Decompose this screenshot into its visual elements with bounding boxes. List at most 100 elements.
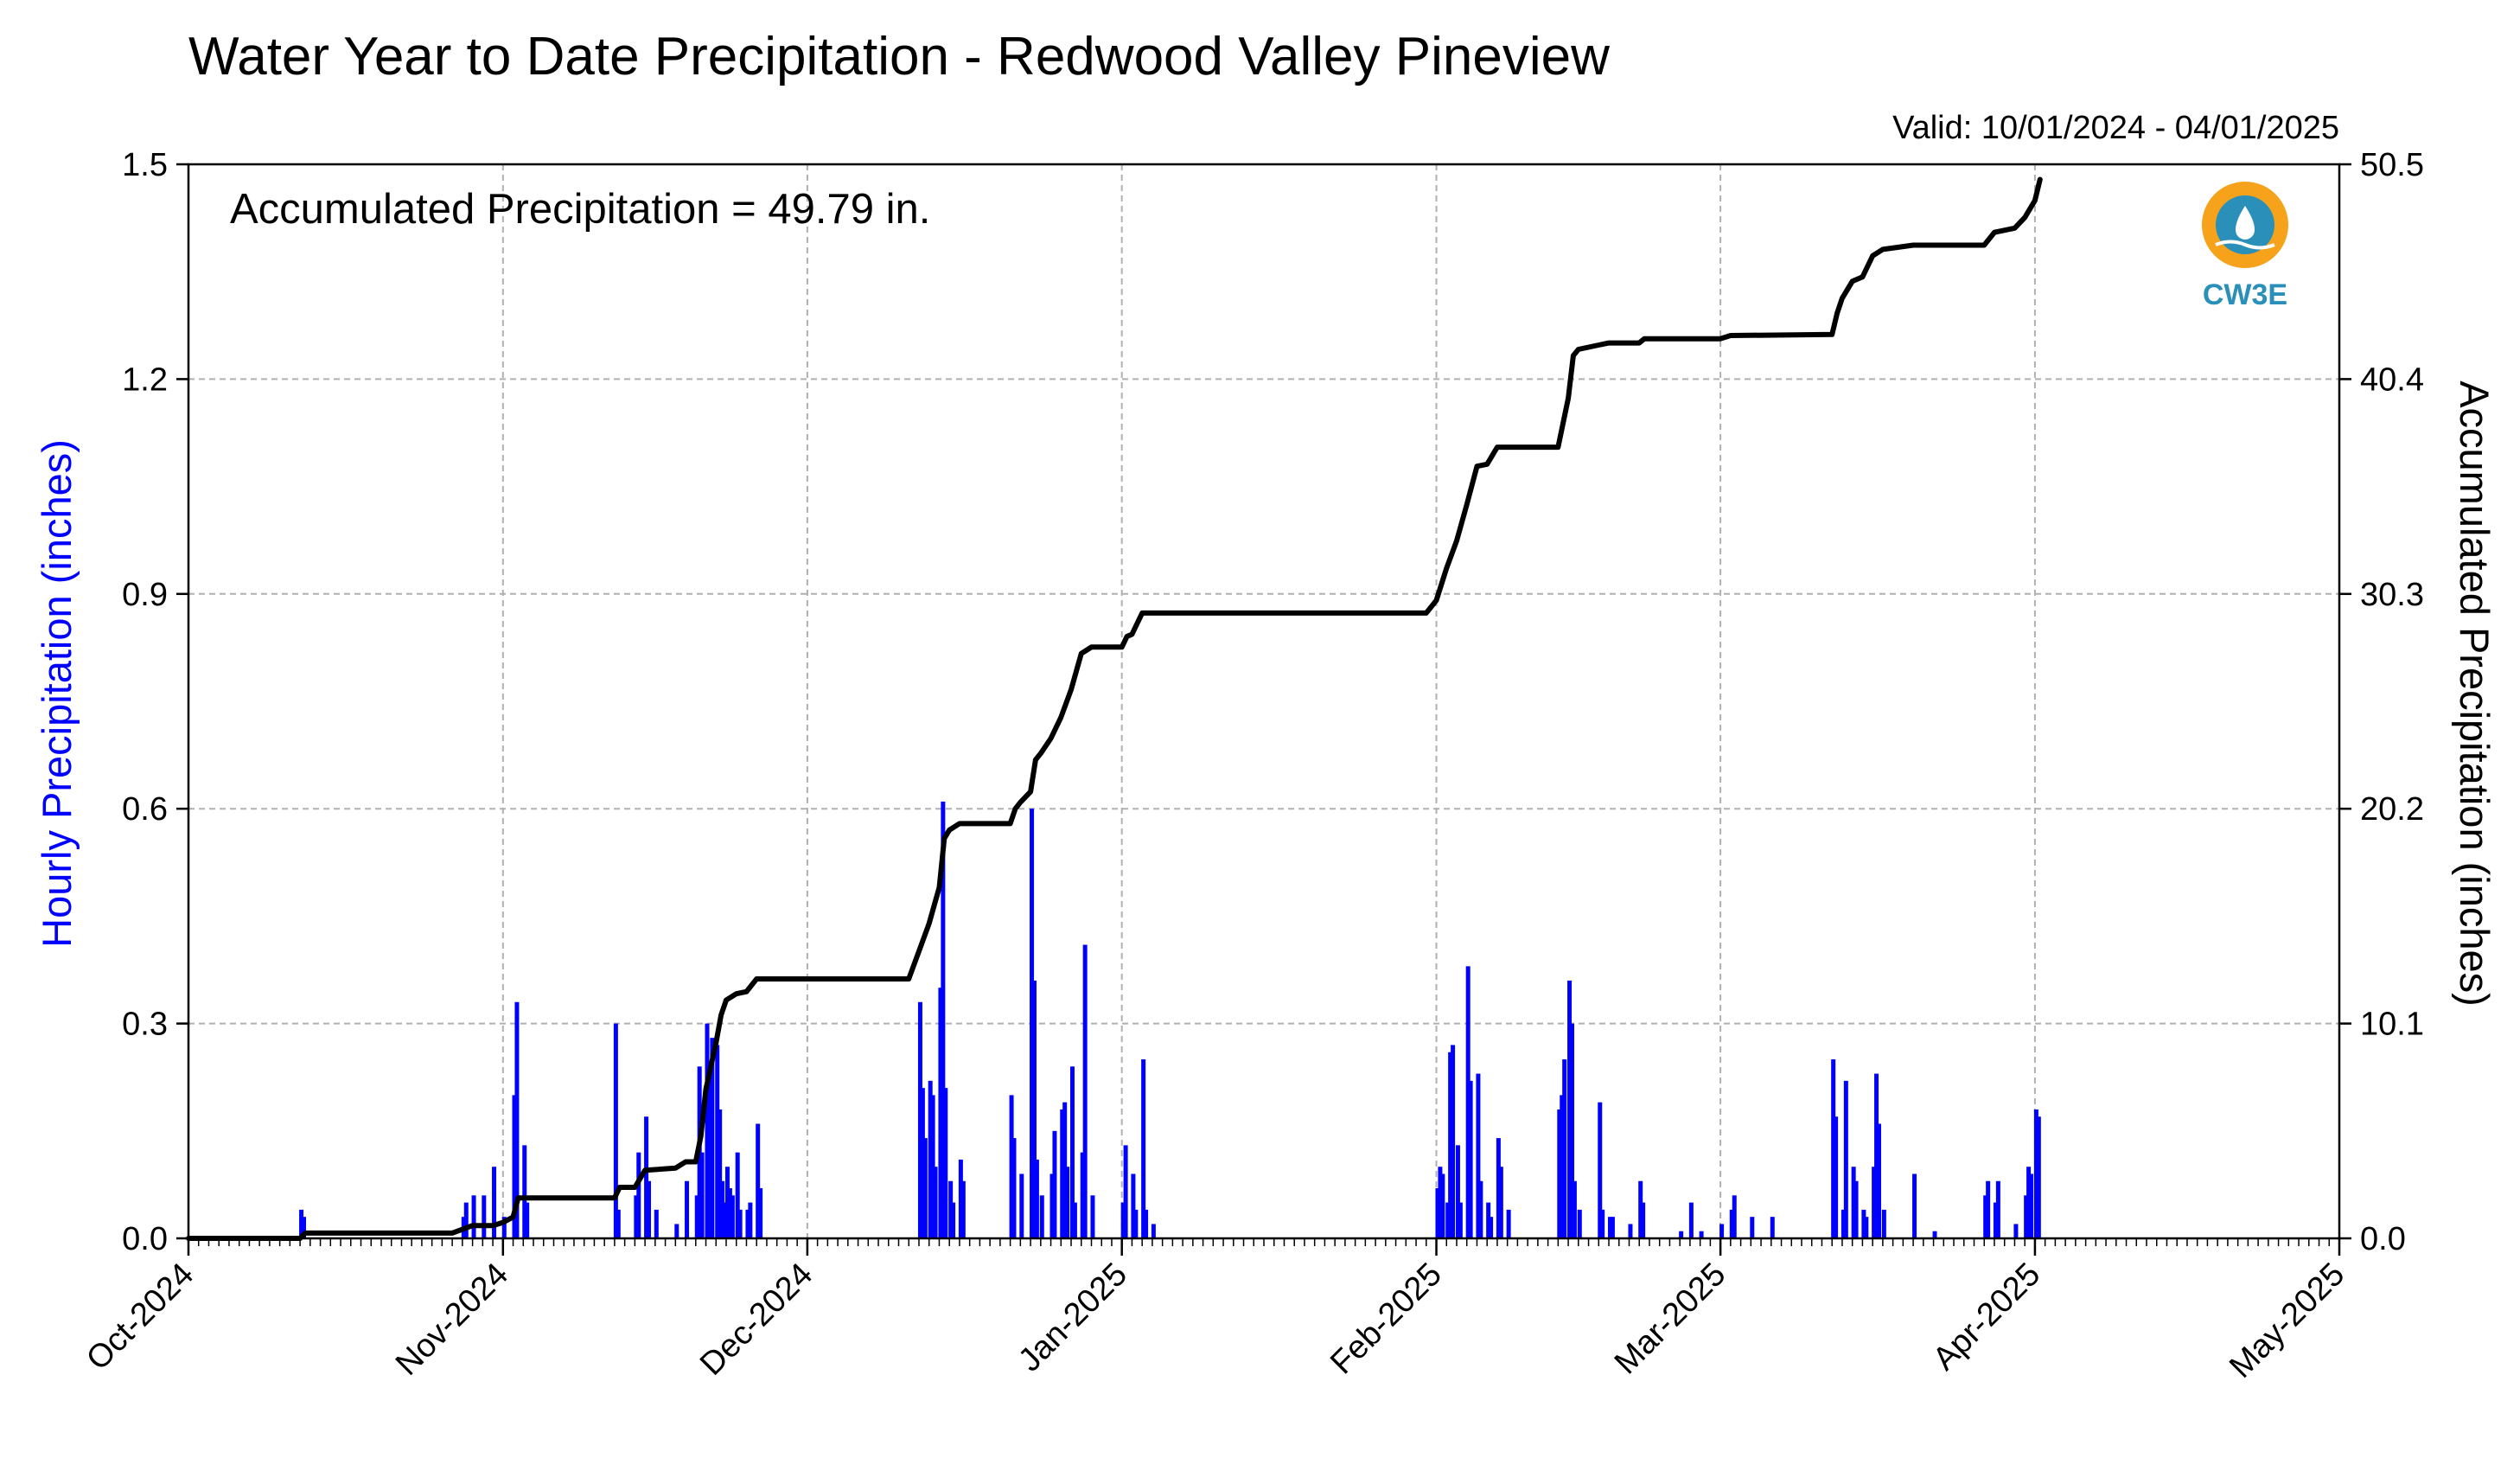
hourly-precip-bar xyxy=(758,1188,763,1238)
hourly-precip-bar xyxy=(933,1167,938,1238)
hourly-precip-bar xyxy=(1572,1180,1577,1238)
hourly-precip-bar xyxy=(1069,1066,1075,1238)
hourly-precip-bar xyxy=(522,1145,527,1238)
hourly-precip-bar xyxy=(1465,966,1471,1238)
hourly-precip-bar xyxy=(705,1023,710,1238)
y-left-tick-label: 1.2 xyxy=(122,361,168,398)
hourly-precip-bar xyxy=(1151,1224,1156,1238)
hourly-precip-bar xyxy=(1861,1209,1866,1238)
hourly-precip-bar xyxy=(525,1202,530,1238)
hourly-precip-bar xyxy=(2024,1195,2029,1238)
hourly-precip-bar xyxy=(1496,1138,1501,1238)
hourly-precip-bar xyxy=(1123,1145,1128,1238)
hourly-precip-bar xyxy=(710,1038,715,1238)
hourly-precip-bar xyxy=(1912,1173,1917,1238)
hourly-precip-bar xyxy=(951,1202,956,1238)
hourly-precip-bar xyxy=(938,988,943,1238)
hourly-precip-bar xyxy=(745,1209,750,1238)
hourly-precip-bar xyxy=(1567,980,1573,1238)
y-right-tick-label: 0.0 xyxy=(2360,1221,2406,1257)
hourly-precip-bar xyxy=(715,1045,720,1238)
hourly-precip-bar xyxy=(471,1195,476,1238)
hourly-precip-bar xyxy=(616,1209,621,1238)
hourly-precip-bar xyxy=(2029,1173,2034,1238)
hourly-precip-bar xyxy=(1834,1116,1839,1238)
logo-wave-icon xyxy=(2215,240,2275,250)
hourly-precip-bar xyxy=(1011,1138,1017,1238)
hourly-precip-bar xyxy=(1562,1059,1567,1238)
y-left-tick-label: 0.3 xyxy=(122,1007,168,1043)
hourly-precip-bar xyxy=(644,1116,649,1238)
hourly-precip-bar xyxy=(1065,1167,1070,1238)
hourly-precip-bar xyxy=(1486,1202,1491,1238)
valid-date-range: Valid: 10/01/2024 - 04/01/2025 xyxy=(1892,110,2339,146)
hourly-precip-bar xyxy=(1090,1195,1095,1238)
y-right-tick-label: 40.4 xyxy=(2360,361,2424,398)
y-left-tick-label: 1.5 xyxy=(122,147,168,183)
hourly-precip-bar xyxy=(1052,1130,1057,1238)
hourly-precip-bar xyxy=(1851,1167,1856,1238)
hourly-precip-bar xyxy=(727,1188,732,1238)
hourly-precip-bar xyxy=(1438,1167,1443,1238)
hourly-precip-bar xyxy=(1034,1159,1039,1238)
hourly-precip-bar xyxy=(1699,1231,1704,1238)
hourly-precip-bar xyxy=(1995,1180,2000,1238)
hourly-precip-bar xyxy=(1729,1209,1734,1238)
hourly-precip-bar xyxy=(1598,1102,1603,1238)
hourly-precip-bar xyxy=(1019,1173,1024,1238)
hourly-precip-bar xyxy=(1607,1217,1612,1238)
y-right-tick-label: 10.1 xyxy=(2360,1007,2424,1043)
hourly-precip-bar xyxy=(1628,1224,1633,1238)
hourly-precip-bar xyxy=(301,1217,306,1238)
hourly-precip-bar xyxy=(943,1088,948,1238)
hourly-precip-bar xyxy=(1039,1195,1044,1238)
hourly-precip-bar xyxy=(735,1152,740,1238)
y-axis-left-label: Hourly Precipitation (inches) xyxy=(34,439,80,948)
hourly-precip-bar xyxy=(1560,1095,1565,1238)
y-right-tick-label: 20.2 xyxy=(2360,791,2424,828)
hourly-precip-bar xyxy=(748,1202,753,1238)
y-right-tick-label: 50.5 xyxy=(2360,147,2424,183)
hourly-precip-bar xyxy=(654,1209,659,1238)
grid-lines xyxy=(188,164,2339,1238)
hourly-precip-bar xyxy=(1874,1073,1879,1238)
hourly-precip-bar xyxy=(1072,1202,1077,1238)
hourly-precip-bar xyxy=(1864,1217,1869,1238)
hourly-precip-bar xyxy=(960,1180,966,1238)
hourly-precip-bar xyxy=(1993,1202,1998,1238)
hourly-precip-bar xyxy=(1498,1167,1503,1238)
hourly-precip-bar xyxy=(930,1095,935,1238)
hourly-precip-bar xyxy=(922,1138,928,1238)
hourly-precip-bar xyxy=(1932,1231,1937,1238)
hourly-precip-bar xyxy=(2036,1116,2041,1238)
hourly-bars xyxy=(299,801,2041,1238)
hourly-precip-bar xyxy=(958,1159,963,1238)
hourly-precip-bar xyxy=(1031,980,1037,1238)
hourly-precip-bar xyxy=(1641,1202,1646,1238)
hourly-precip-bar xyxy=(1455,1145,1460,1238)
hourly-precip-bar xyxy=(723,1202,728,1238)
hourly-precip-bar xyxy=(674,1224,679,1238)
hourly-precip-bar xyxy=(1476,1073,1481,1238)
hourly-precip-bar xyxy=(1679,1231,1684,1238)
hourly-precip-bar xyxy=(1062,1102,1068,1238)
hourly-precip-bar xyxy=(720,1180,725,1238)
logo-text: CW3E xyxy=(2203,278,2287,311)
hourly-precip-bar xyxy=(1638,1180,1643,1238)
y-axis-right-label: Accumulated Precipitation (inches) xyxy=(2452,380,2498,1007)
accumulated-precip-line xyxy=(186,176,2043,1241)
hourly-precip-bar xyxy=(636,1152,641,1238)
hourly-precip-bar xyxy=(2033,1109,2038,1238)
hourly-precip-bar xyxy=(724,1167,730,1238)
hourly-precip-bar xyxy=(1009,1095,1014,1238)
hourly-precip-bar xyxy=(1144,1209,1149,1238)
hourly-precip-bar xyxy=(492,1167,497,1238)
hourly-precip-bar xyxy=(1843,1080,1848,1238)
hourly-precip-bar xyxy=(718,1109,723,1238)
hourly-precip-bar xyxy=(737,1209,743,1238)
hourly-precip-bar xyxy=(1440,1173,1445,1238)
hourly-precip-bar xyxy=(1082,944,1088,1238)
